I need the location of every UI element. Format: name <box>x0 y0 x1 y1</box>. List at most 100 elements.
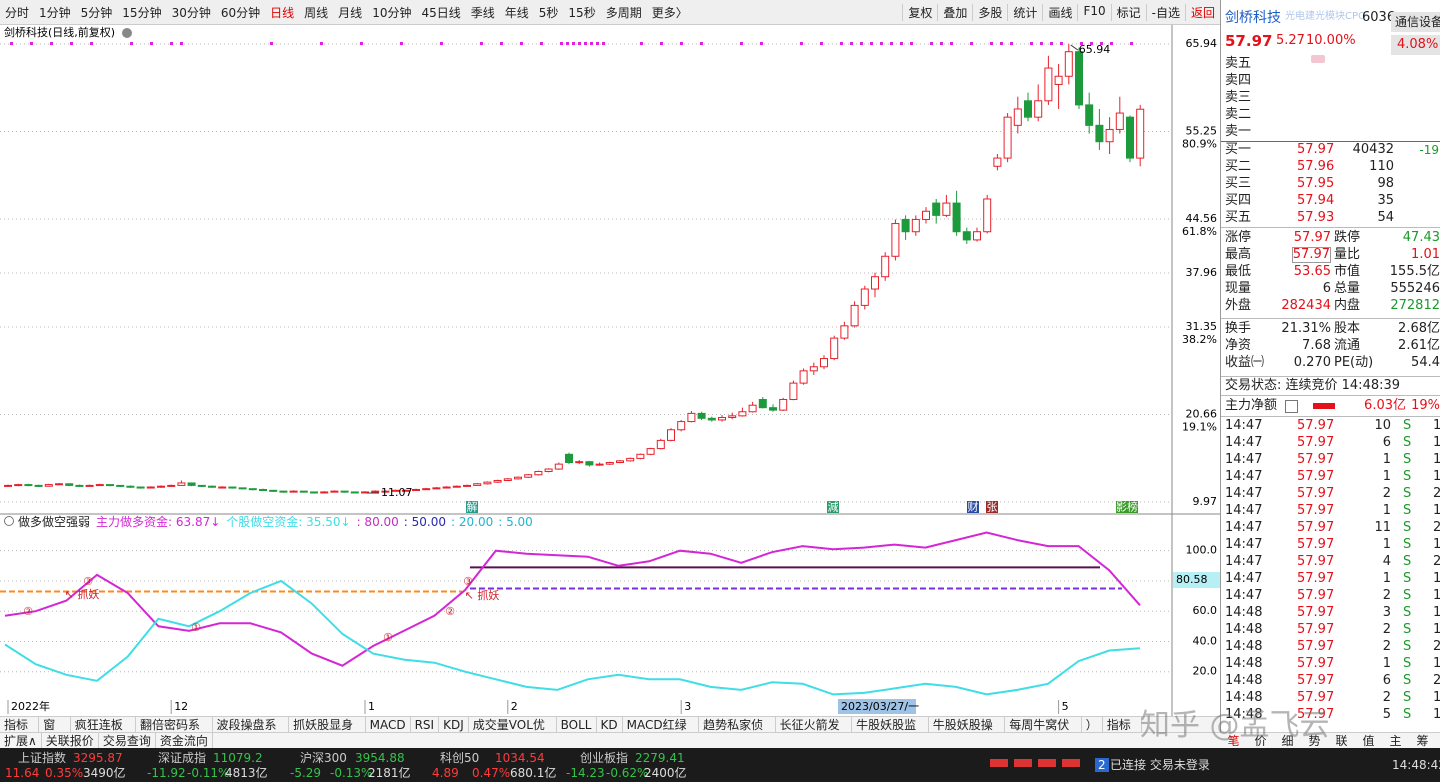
period-tab[interactable]: 多周期 <box>605 5 642 20</box>
quote-text: 14:47 <box>1225 554 1263 569</box>
indicator-tab[interactable]: RSI <box>411 717 440 733</box>
tool-button[interactable]: 统计 <box>1007 3 1042 21</box>
period-tab[interactable]: 分时 <box>5 5 30 20</box>
candle-body <box>718 416 726 421</box>
event-marker-bg <box>986 501 998 513</box>
quote-text: 57.97 <box>1297 142 1335 157</box>
quote-text: 14:48 <box>1225 605 1263 620</box>
side-tab[interactable]: 筹 <box>1416 734 1429 748</box>
status-text: 1034.54 <box>495 751 545 765</box>
status-text: -14.23 <box>566 766 605 780</box>
quote-text: S <box>1403 469 1412 484</box>
candle-body <box>830 337 839 360</box>
indicator-tab[interactable]: 抓妖股显身版 <box>289 717 366 748</box>
candle-body <box>748 404 757 413</box>
signal-dot <box>500 42 503 45</box>
indicator-tab[interactable]: 牛股妖股监测 <box>852 717 929 748</box>
candle-body <box>473 483 482 486</box>
tool-button[interactable]: 标记 <box>1110 3 1146 21</box>
candle-body <box>320 491 329 494</box>
indicator-tab[interactable]: MACD红绿灯 <box>623 717 700 748</box>
tool-button[interactable]: 画线 <box>1042 3 1077 21</box>
quote-text: 1 <box>1433 418 1440 434</box>
quote-text: 14:47 <box>1225 588 1263 603</box>
quote-text: S <box>1403 554 1412 569</box>
period-tab[interactable]: 年线 <box>504 5 529 20</box>
side-tab[interactable]: 值 <box>1362 734 1375 748</box>
period-tab[interactable]: 30分钟 <box>171 5 211 20</box>
quote-text: 14:48 <box>1225 656 1263 671</box>
period-tab[interactable]: 月线 <box>338 5 363 20</box>
candle-body <box>330 490 339 493</box>
indicator-tab[interactable]: MACD <box>366 717 411 733</box>
indicator-tab[interactable]: 窗口 <box>39 717 71 748</box>
period-tab[interactable]: 60分钟 <box>220 5 261 20</box>
signal-dot <box>270 42 273 45</box>
quote-text: 1 <box>1382 656 1391 671</box>
candle-body <box>412 488 420 491</box>
indicator-tab[interactable]: BOLL <box>557 717 597 733</box>
tool-button[interactable]: 多股 <box>972 3 1007 21</box>
indicator-tab[interactable]: 成交量VOL优化 <box>469 717 557 748</box>
period-tab[interactable]: 15秒 <box>568 5 596 20</box>
x-tick-label: 2 <box>511 700 518 713</box>
signal-dot <box>820 42 823 45</box>
candle-body <box>891 223 900 257</box>
tool-button[interactable]: 复权 <box>902 3 937 21</box>
period-tab[interactable]: 5秒 <box>538 5 559 20</box>
side-tab[interactable]: 联 <box>1335 734 1348 748</box>
period-tab[interactable]: 45日线 <box>421 5 461 20</box>
candle-body <box>310 491 318 494</box>
indicator-tab[interactable]: 指标B <box>1103 717 1143 748</box>
extension-tab[interactable]: 扩展∧ <box>0 733 42 749</box>
quote-text: 3 <box>1382 605 1391 620</box>
candle-body <box>697 412 706 419</box>
indicator-tab[interactable]: 指标A <box>0 717 40 748</box>
indicator-tab[interactable]: 翻倍密码系统 <box>136 717 213 748</box>
indicator-tab[interactable]: ） <box>1082 717 1103 733</box>
indicator-tab[interactable]: 牛股妖股操盘 <box>929 717 1006 748</box>
side-tab[interactable]: 细 <box>1281 734 1294 748</box>
period-tab[interactable]: 更多〉 <box>651 5 688 20</box>
indicator-tab[interactable]: 波段操盘系统 <box>213 717 290 748</box>
extension-tab[interactable]: 交易查询 <box>99 733 156 749</box>
indicator-tab[interactable]: 每周牛窝伏牛 <box>1005 717 1082 748</box>
title-icon <box>122 28 132 38</box>
candle-body <box>452 485 461 488</box>
side-tab[interactable]: 价 <box>1254 734 1267 748</box>
quote-text: 57.97 <box>1297 707 1335 722</box>
event-marker: 減 <box>828 500 839 514</box>
indicator-tab[interactable]: 长征火箭发射 <box>776 717 853 748</box>
candle-body <box>65 483 74 486</box>
quote-text: 6 <box>1382 673 1391 688</box>
side-tab[interactable]: 笔 <box>1227 734 1240 748</box>
quote-text: 21.31% <box>1281 321 1331 336</box>
tool-button[interactable]: 叠加 <box>937 3 972 21</box>
status-text: 4.89 <box>432 766 459 780</box>
period-tab[interactable]: 周线 <box>304 5 329 20</box>
side-tab[interactable]: 主 <box>1389 734 1402 748</box>
candle-body <box>952 202 961 233</box>
side-tab[interactable]: 势 <box>1308 734 1321 748</box>
quote-text: 57.97 <box>1297 486 1335 501</box>
indicator-tab[interactable]: KDJ <box>439 717 469 733</box>
legend-name: 主力做多资金 <box>96 515 169 529</box>
quote-text: 14:48 <box>1225 639 1263 654</box>
tool-button[interactable]: -自选 <box>1145 3 1185 21</box>
status-text: 3954.88 <box>355 751 405 765</box>
period-tab[interactable]: 10分钟 <box>372 5 412 20</box>
extension-tab[interactable]: 资金流向 <box>156 733 213 749</box>
tool-button[interactable]: 返回 <box>1184 3 1220 21</box>
indicator-tab[interactable]: 疯狂连板王 <box>71 717 137 748</box>
indicator-tab[interactable]: KD <box>597 717 623 733</box>
signal-dot <box>1030 42 1033 45</box>
period-tab[interactable]: 1分钟 <box>39 5 71 20</box>
period-tab[interactable]: 季线 <box>470 5 495 20</box>
extension-tab[interactable]: 关联报价 <box>42 733 99 749</box>
indicator-tab[interactable]: 趋势私家侦探 <box>699 717 776 748</box>
period-tab[interactable]: 5分钟 <box>80 5 113 20</box>
period-tab[interactable]: 日线 <box>270 5 295 20</box>
tool-button[interactable]: F10 <box>1077 3 1110 21</box>
signal-dot <box>180 42 183 45</box>
period-tab[interactable]: 15分钟 <box>122 5 162 20</box>
